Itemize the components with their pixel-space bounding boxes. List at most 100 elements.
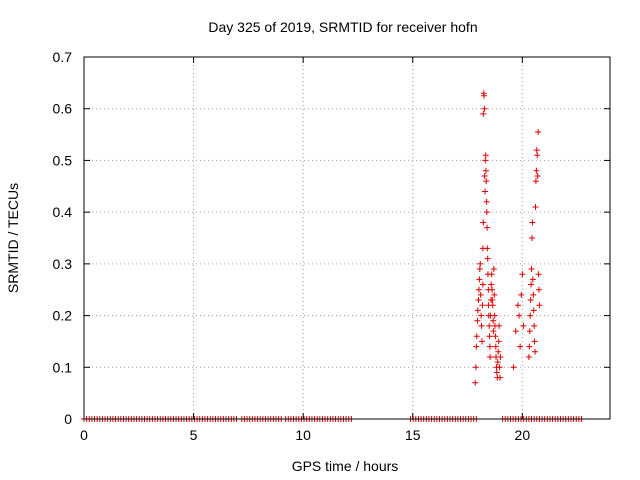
data-point (477, 291, 484, 298)
data-point (473, 333, 480, 340)
data-point (487, 353, 494, 360)
data-point (517, 343, 524, 350)
data-point (492, 333, 499, 340)
data-point (533, 147, 540, 154)
x-tick-label: 20 (515, 427, 531, 443)
data-point (494, 359, 501, 366)
data-point (483, 178, 490, 185)
data-point (535, 271, 542, 278)
data-point (481, 105, 488, 112)
data-point (489, 302, 496, 309)
data-point (482, 157, 489, 164)
data-point (475, 297, 482, 304)
data-point (525, 353, 532, 360)
data-point (489, 297, 496, 304)
data-point (478, 322, 485, 329)
y-tick-label: 0.1 (53, 359, 73, 375)
data-point (535, 286, 542, 293)
data-point (482, 167, 489, 174)
data-point (477, 260, 484, 267)
data-point (533, 167, 540, 174)
y-tick-label: 0 (64, 411, 72, 427)
data-point (529, 219, 536, 226)
data-point (490, 317, 497, 324)
plot-frame (83, 56, 611, 420)
x-tick-label: 5 (190, 427, 198, 443)
data-point (514, 302, 521, 309)
data-point (483, 209, 490, 216)
data-point (496, 374, 503, 381)
data-point (527, 297, 534, 304)
data-point (474, 307, 481, 314)
tick-labels: 0 5 10 15 20 0 0.1 0.2 0.3 0.4 0.5 0.6 0.7 (53, 49, 531, 443)
data-point (536, 302, 543, 309)
x-tick-label: 15 (405, 427, 421, 443)
data-point (497, 353, 504, 360)
data-point (520, 322, 527, 329)
data-point (528, 281, 535, 288)
y-tick-label: 0.7 (53, 49, 73, 65)
data-point (491, 312, 498, 319)
data-point (535, 128, 542, 135)
data-point (491, 291, 498, 298)
y-tick-label: 0.3 (53, 256, 73, 272)
data-point (476, 276, 483, 283)
grid-lines (84, 57, 610, 419)
data-point (480, 219, 487, 226)
data-point (482, 152, 489, 159)
data-point (496, 322, 503, 329)
x-axis-label: GPS time / hours (292, 458, 399, 474)
data-point (490, 266, 497, 273)
y-tick-label: 0.6 (53, 101, 73, 117)
data-point (480, 92, 487, 99)
axis-ticks (83, 56, 610, 420)
data-point (518, 291, 525, 298)
data-point (486, 333, 493, 340)
data-point (528, 235, 535, 241)
data-point (492, 343, 499, 350)
data-point (483, 198, 490, 205)
data-point (534, 172, 541, 179)
y-tick-label: 0.4 (53, 204, 73, 220)
data-point (479, 302, 486, 309)
data-point (528, 266, 535, 273)
data-point (532, 203, 539, 210)
data-point (510, 364, 517, 371)
data-point (516, 312, 523, 319)
x-tick-label: 10 (295, 427, 311, 443)
data-point (531, 322, 538, 329)
data-point (484, 224, 491, 231)
data-point (534, 152, 541, 159)
data-point (519, 271, 526, 278)
data-point (530, 291, 537, 298)
data-point (489, 286, 496, 293)
data-point (484, 255, 491, 262)
data-point (488, 271, 495, 278)
chart-title: Day 325 of 2019, SRMTID for receiver hof… (208, 19, 477, 35)
data-point (482, 188, 489, 195)
data-point (486, 322, 493, 329)
data-point (532, 178, 539, 185)
x-tick-label: 0 (80, 427, 88, 443)
data-point (476, 266, 483, 273)
data-point (474, 317, 481, 324)
data-point (530, 307, 537, 314)
y-tick-label: 0.2 (53, 308, 73, 324)
data-point (527, 312, 534, 319)
data-point (490, 328, 497, 335)
data-point (480, 110, 487, 117)
data-point (472, 379, 479, 386)
data-point (479, 281, 486, 288)
data-point (529, 276, 536, 283)
data-point (532, 348, 539, 355)
data-point (479, 338, 486, 345)
data-point (481, 172, 488, 179)
data-point (486, 343, 493, 350)
data-point (488, 281, 495, 288)
data-point (473, 343, 480, 350)
data-point (495, 338, 502, 345)
data-point (526, 328, 533, 335)
data-point (493, 369, 500, 376)
